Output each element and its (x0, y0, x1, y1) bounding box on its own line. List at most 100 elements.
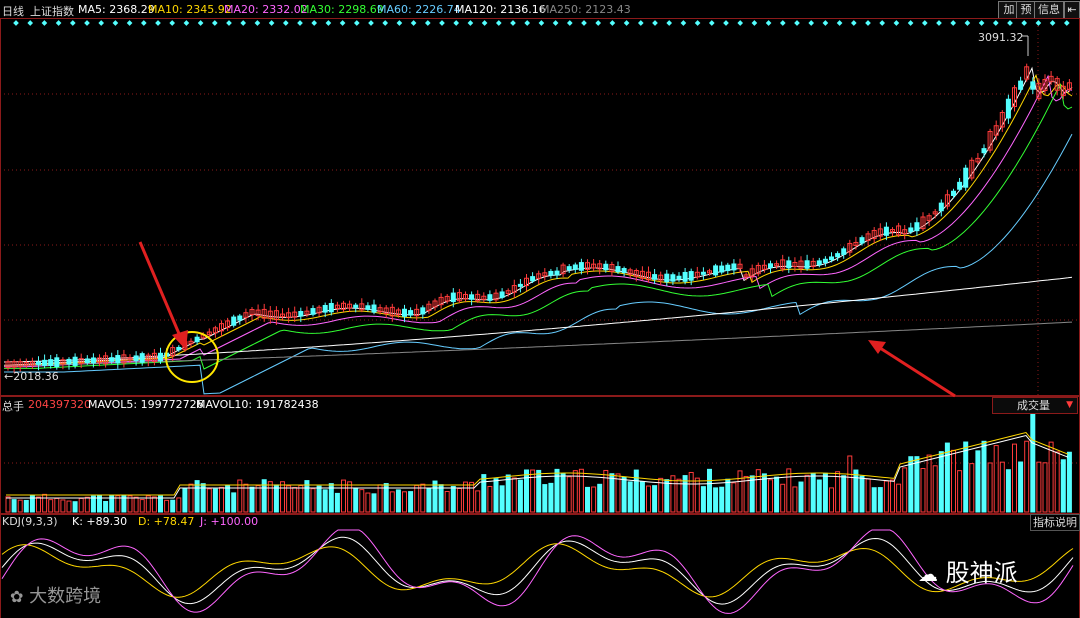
candle-body (127, 357, 133, 361)
event-marker (41, 20, 48, 26)
ma30-label: MA30: 2298.69 (300, 3, 384, 16)
volume-bar (316, 485, 322, 513)
volume-bar (212, 488, 218, 513)
candle-body (694, 271, 700, 278)
volume-bar (536, 469, 542, 513)
candle-body (280, 313, 285, 318)
volume-bar (36, 496, 41, 513)
volume-bar (206, 488, 212, 513)
candle-body (798, 260, 804, 269)
event-marker (424, 20, 431, 26)
candle-body (835, 253, 841, 258)
volume-bar (743, 475, 749, 513)
volume-bar (133, 496, 139, 513)
candle-body (139, 353, 145, 363)
event-marker (439, 20, 445, 26)
candle-body (871, 229, 877, 240)
volume-bar (841, 475, 847, 513)
candle-body (938, 202, 944, 212)
kdj-line (1, 529, 1074, 614)
event-marker (865, 20, 871, 26)
volume-bar (908, 456, 914, 513)
candle-body (377, 307, 383, 313)
candle-body (84, 358, 90, 364)
volume-bar (1005, 469, 1011, 513)
indicator-select[interactable]: 成交量 ▼ (992, 397, 1078, 414)
candle-body (1030, 81, 1036, 90)
ma5-label: MA5: 2368.29 (78, 3, 155, 16)
candle-body (249, 309, 255, 315)
event-marker (822, 20, 829, 26)
volume-bar (1012, 443, 1017, 513)
volume-bar (1024, 440, 1030, 513)
volume-header: 总手 204397320 MAVOL5: 199772726 MAVOL10: … (0, 396, 1080, 414)
candle-body (517, 283, 523, 287)
volume-bar (829, 487, 834, 513)
volume-bar (334, 492, 340, 513)
candle-body (713, 265, 719, 276)
candle-body (444, 295, 450, 302)
candle-body (908, 227, 914, 232)
volume-bar (572, 470, 578, 513)
candle-body (292, 311, 298, 318)
indicator-help-button[interactable]: 指标说明 (1030, 514, 1080, 531)
volume-bar (944, 442, 950, 513)
candle-body (572, 264, 578, 270)
event-marker (637, 20, 644, 26)
event-marker (183, 20, 190, 26)
candle-body (383, 307, 389, 314)
candle-body (804, 260, 810, 269)
candle-body (475, 293, 481, 302)
volume-bar (481, 474, 487, 513)
candle-body (633, 269, 639, 277)
volume-bar (182, 487, 188, 513)
candle-body (755, 264, 761, 275)
volume-bar (981, 440, 987, 513)
volume-bar (914, 456, 920, 513)
event-marker (339, 20, 346, 26)
volume-bar (450, 485, 456, 513)
volume-bar (511, 477, 517, 513)
volume-bar (414, 484, 420, 513)
candle-body (359, 303, 365, 311)
volume-bar (646, 485, 651, 513)
event-marker (623, 20, 630, 26)
event-marker (353, 20, 360, 26)
volume-bar (566, 476, 572, 513)
volume-bar (609, 473, 615, 513)
candle-body (786, 260, 792, 269)
candle-body (591, 263, 597, 269)
candle-body (54, 357, 60, 368)
volume-bar (298, 484, 304, 513)
candle-body (286, 312, 292, 319)
candle-body (902, 229, 908, 235)
event-marker (453, 20, 460, 26)
event-marker (737, 20, 744, 26)
candle-body (981, 148, 987, 154)
event-marker (226, 20, 232, 26)
candle-body (194, 336, 200, 343)
volume-bar (774, 476, 780, 513)
volume-bar (737, 470, 743, 513)
candle-body (432, 300, 438, 308)
candle-body (237, 315, 243, 321)
volume-bar (859, 475, 865, 513)
annotations: 3091.32 ←2018.36 (4, 31, 1029, 398)
event-marker (1063, 20, 1070, 26)
index-name: 上证指数 (30, 5, 74, 18)
volume-bar (603, 469, 609, 513)
ma10-label: MA10: 2345.92 (148, 3, 232, 16)
candle-body (72, 356, 78, 366)
event-marker (410, 20, 417, 26)
candle-body (652, 274, 658, 280)
volume-bar (725, 478, 731, 513)
event-marker (282, 20, 289, 26)
candle-body (1005, 98, 1011, 119)
kdj-name: KDJ(9,3,3) (2, 515, 58, 528)
candle-body (1036, 82, 1042, 100)
candle-body (578, 262, 584, 271)
volume-bar (621, 476, 627, 513)
ma-lines (3, 66, 1073, 395)
kdj-line (1, 543, 1074, 598)
